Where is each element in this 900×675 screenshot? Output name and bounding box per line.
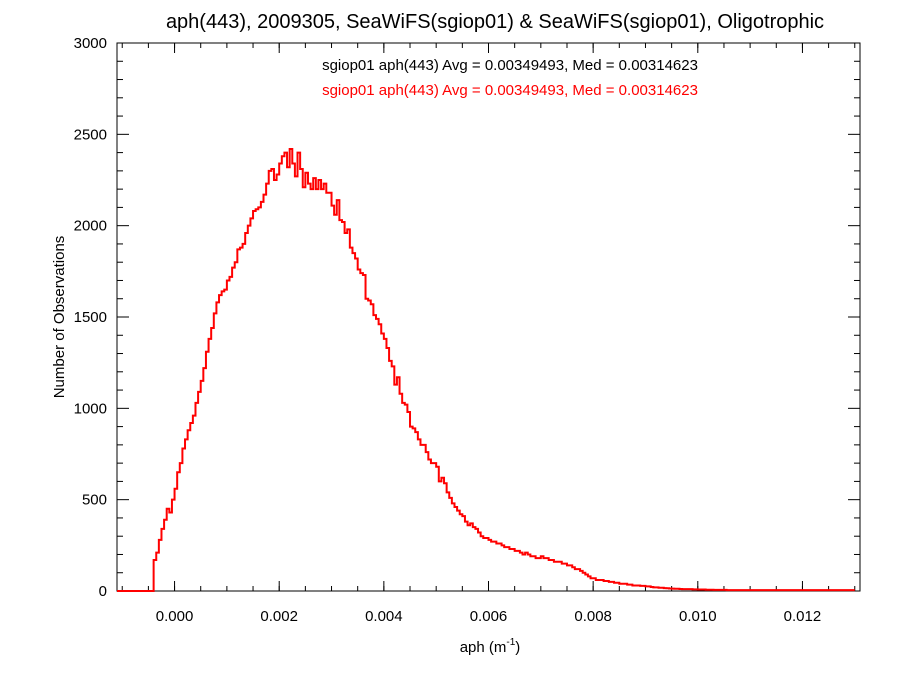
x-tick-label: 0.008 xyxy=(574,608,612,625)
y-tick-label: 500 xyxy=(82,492,107,509)
stats-annotation-black: sgiop01 aph(443) Avg = 0.00349493, Med =… xyxy=(322,57,698,74)
chart-title: aph(443), 2009305, SeaWiFS(sgiop01) & Se… xyxy=(166,11,824,33)
x-axis: 0.000 0.002 0.004 0.006 0.008 0.010 0.012 xyxy=(121,43,856,625)
plot-frame xyxy=(116,42,861,592)
x-tick-label: 0.010 xyxy=(679,608,717,625)
x-tick-label: 0.006 xyxy=(470,608,508,625)
y-axis-label: Number of Observations xyxy=(51,236,68,399)
x-tick-label: 0.012 xyxy=(784,608,822,625)
y-tick-label: 1000 xyxy=(74,400,107,417)
y-tick-label: 2000 xyxy=(74,218,107,235)
y-tick-label: 1500 xyxy=(74,309,107,326)
stats-annotation-red: sgiop01 aph(443) Avg = 0.00349493, Med =… xyxy=(322,82,698,99)
y-tick-label: 2500 xyxy=(74,126,107,143)
x-axis-label: aph (m-1) xyxy=(460,637,521,656)
y-axis: 0 500 1000 1500 2000 2500 3000 xyxy=(74,35,860,600)
x-tick-label: 0.004 xyxy=(365,608,403,625)
x-tick-label: 0.002 xyxy=(260,608,298,625)
y-tick-label: 0 xyxy=(99,583,107,600)
y-tick-label: 3000 xyxy=(74,35,107,52)
x-tick-label: 0.000 xyxy=(156,608,194,625)
histogram-series-line xyxy=(117,147,855,592)
